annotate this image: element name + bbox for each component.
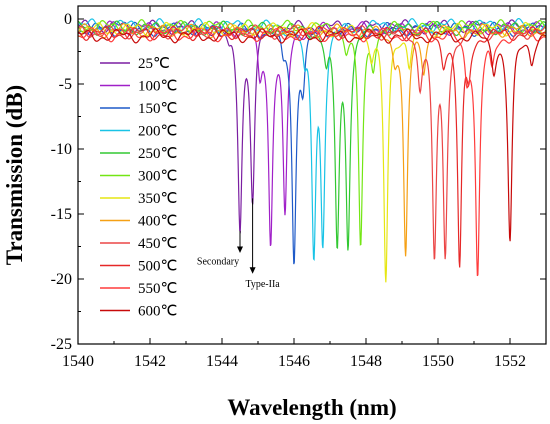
- x-tick-label: 1540: [62, 353, 94, 370]
- y-tick-label: -15: [51, 206, 72, 223]
- y-tick-label: -25: [51, 336, 72, 353]
- secondary-label: Secondary: [197, 257, 239, 268]
- x-tick-label: 1550: [422, 353, 454, 370]
- y-tick-label: -10: [51, 141, 72, 158]
- legend-label: 100℃: [138, 79, 177, 95]
- tick-labels: 1540 1542 1544 1546 1548 1550 1552 0 -5 -10 -15 -20…: [51, 11, 526, 370]
- series-line-10: [78, 26, 546, 277]
- x-tick-label: 1546: [278, 353, 310, 370]
- y-tick-label: 0: [64, 11, 72, 28]
- x-tick-label: 1544: [206, 353, 238, 370]
- legend-label: 400℃: [138, 214, 177, 230]
- x-tick-label: 1552: [494, 353, 526, 370]
- type-iia-label: Type-IIa: [245, 279, 280, 290]
- x-tick-label: 1548: [350, 353, 382, 370]
- y-axis-title: Transmission (dB): [2, 85, 27, 265]
- y-tick-label: -5: [59, 76, 72, 93]
- x-tick-label: 1542: [134, 353, 166, 370]
- legend-label: 450℃: [138, 236, 177, 252]
- plot-frame: [77, 5, 547, 345]
- legend-label: 25℃: [138, 56, 170, 72]
- annotations: Secondary Type-IIa: [197, 198, 280, 290]
- legend-label: 200℃: [138, 124, 177, 140]
- y-tick-label: -20: [51, 271, 72, 288]
- legend-label: 300℃: [138, 169, 177, 185]
- legend-label: 250℃: [138, 146, 177, 162]
- legend-label: 500℃: [138, 259, 177, 275]
- series-line-11: [78, 28, 546, 242]
- legend-label: 550℃: [138, 281, 177, 297]
- legend: 25℃ 100℃ 150℃ 200℃ 250℃ 300℃ 350℃ 400℃ 450℃ 500℃ 5…: [100, 56, 177, 320]
- secondary-arrow-head: [237, 246, 243, 253]
- x-axis-title: Wavelength (nm): [227, 395, 396, 420]
- series-layer: [78, 18, 546, 283]
- legend-label: 350℃: [138, 191, 177, 207]
- type-iia-arrow-head: [249, 267, 256, 274]
- legend-label: 150℃: [138, 101, 177, 117]
- legend-label: 600℃: [138, 304, 177, 320]
